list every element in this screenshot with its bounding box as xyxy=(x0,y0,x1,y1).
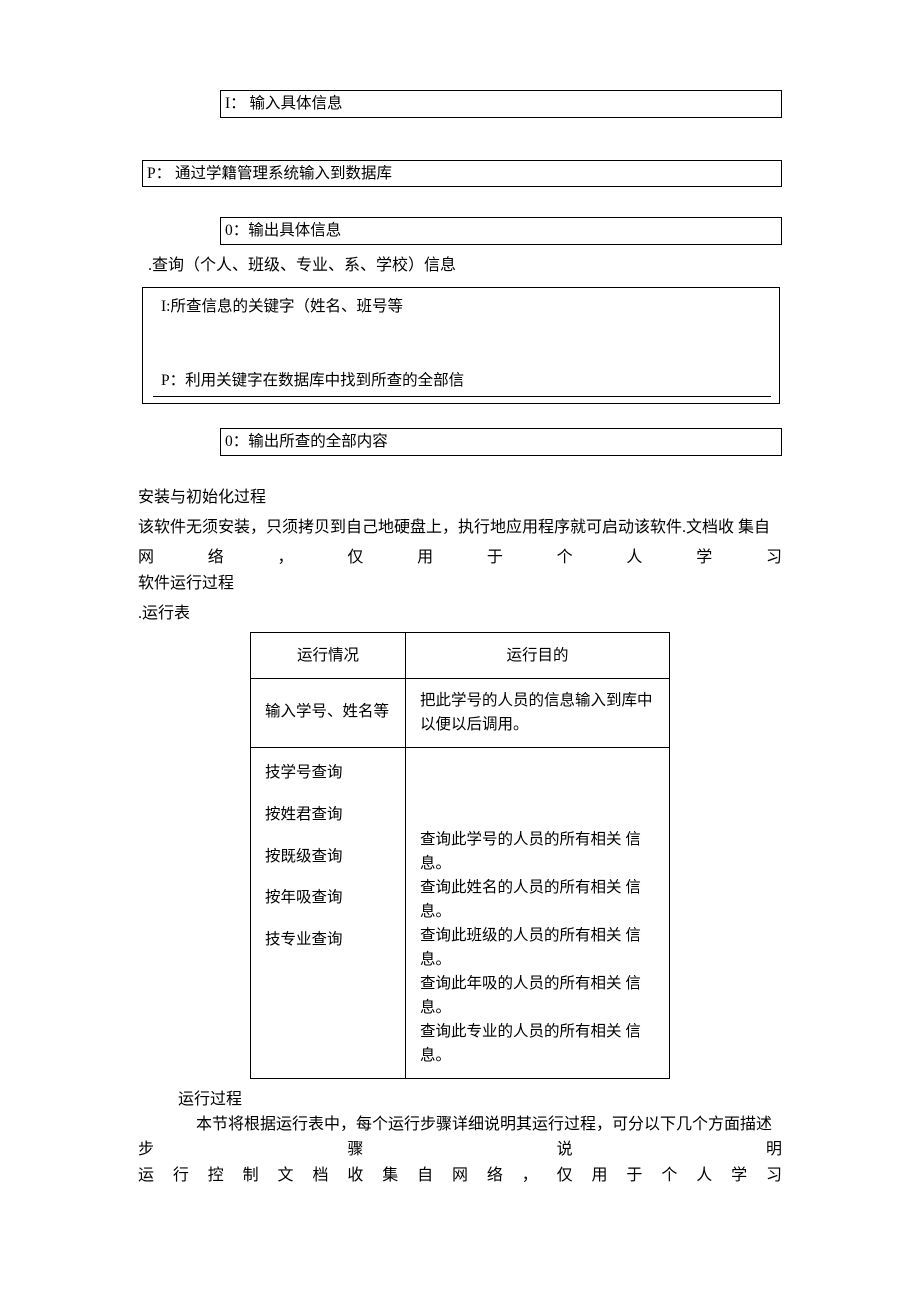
run-process-desc: 本节将根据运行表中，每个运行步骤详细说明其运行过程，可分以下几个方面描述 xyxy=(196,1114,782,1136)
query-item: 按年吸查询 xyxy=(265,887,391,909)
run-title: 软件运行过程 xyxy=(138,572,782,596)
table-row: 输入学号、姓名等 把此学号的人员的信息输入到库中 以便以后调用。 xyxy=(251,679,670,748)
table-header-row: 运行情况 运行目的 xyxy=(251,632,670,679)
th-purpose: 运行目的 xyxy=(406,632,670,679)
result-item: 查询此姓名的人员的所有相关 信息。 xyxy=(420,876,655,924)
run-table: 运行情况 运行目的 输入学号、姓名等 把此学号的人员的信息输入到库中 以便以后调… xyxy=(250,632,670,1080)
table-row: 技学号查询 按姓君查询 按既级查询 按年吸查询 技专业查询 查询此学号的人员的所… xyxy=(251,748,670,1079)
query-item: 按既级查询 xyxy=(265,846,391,868)
result-item: 查询此班级的人员的所有相关 信息。 xyxy=(420,924,655,972)
run-process: 运行过程 xyxy=(178,1089,782,1111)
query-key-line1: I:所查信息的关键字（姓名、班号等 xyxy=(161,294,769,320)
tail-justify1: 步骤说明 xyxy=(138,1138,782,1162)
box-query-keys: I:所查信息的关键字（姓名、班号等 P：利用关键字在数据库中找到所查的全部信 xyxy=(142,287,780,403)
result-item: 查询此年吸的人员的所有相关 信息。 xyxy=(420,972,655,1020)
cell-queries: 技学号查询 按姓君查询 按既级查询 按年吸查询 技专业查询 xyxy=(251,748,406,1079)
th-situation: 运行情况 xyxy=(251,632,406,679)
query-header: .查询（个人、班级、专业、系、学校）信息 xyxy=(148,255,782,277)
tail-justify2: 运行控制文档收集自网络，仅用于个人学习 xyxy=(138,1164,782,1188)
box-process-db: P： 通过学籍管理系统输入到数据库 xyxy=(142,160,782,188)
install-justify: 网络，仅用于个人学习 xyxy=(138,546,782,570)
query-item: 技学号查询 xyxy=(265,762,391,784)
install-title: 安装与初始化过程 xyxy=(138,486,782,510)
query-item: 技专业查询 xyxy=(265,929,391,951)
query-item: 按姓君查询 xyxy=(265,804,391,826)
box-input-info: I： 输入具体信息 xyxy=(220,90,782,118)
box-output-query: 0：输出所查的全部内容 xyxy=(220,428,782,456)
install-text: 该软件无须安装，只须拷贝到自己地硬盘上，执行地应用程序就可启动该软件.文档收 集… xyxy=(138,516,782,540)
cell-input-purpose: 把此学号的人员的信息输入到库中 以便以后调用。 xyxy=(406,679,670,748)
run-table-label: .运行表 xyxy=(138,602,782,626)
cell-results: 查询此学号的人员的所有相关 信息。 查询此姓名的人员的所有相关 信息。 查询此班… xyxy=(406,748,670,1079)
query-key-line2: P：利用关键字在数据库中找到所查的全部信 xyxy=(153,368,771,397)
result-item: 查询此专业的人员的所有相关 信息。 xyxy=(420,1020,655,1068)
box-output-info: 0：输出具体信息 xyxy=(220,217,782,245)
cell-input: 输入学号、姓名等 xyxy=(251,679,406,748)
result-item: 查询此学号的人员的所有相关 信息。 xyxy=(420,828,655,876)
